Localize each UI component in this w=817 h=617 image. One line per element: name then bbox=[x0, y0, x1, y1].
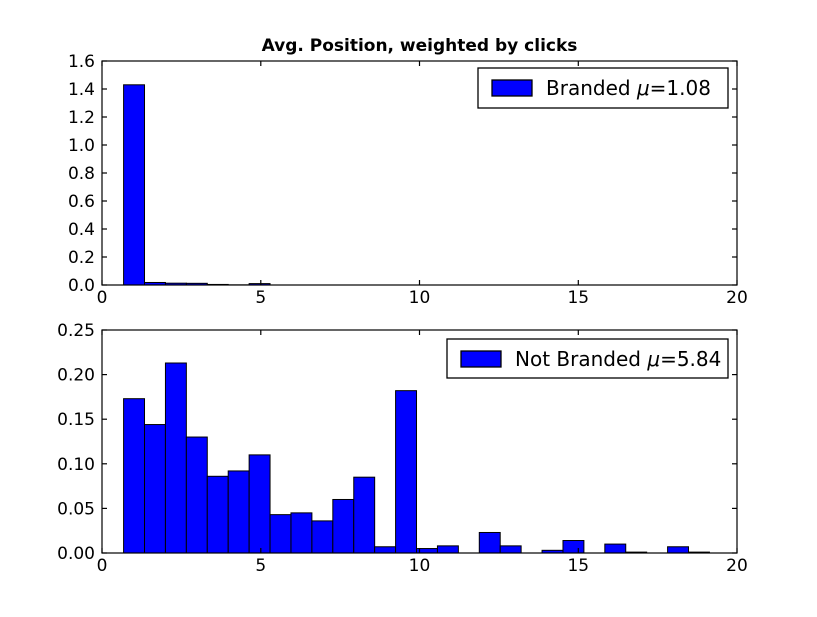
chart-title: Avg. Position, weighted by clicks bbox=[261, 36, 578, 56]
histogram-bar bbox=[290, 512, 313, 554]
y-tick-label: 1.2 bbox=[68, 108, 95, 128]
legend: Branded μ=1.08 bbox=[477, 67, 729, 109]
y-tick-label: 0.05 bbox=[57, 499, 95, 519]
y-tick-label: 0.25 bbox=[57, 321, 95, 341]
y-tick-label: 0.15 bbox=[57, 410, 95, 430]
x-tick-label: 10 bbox=[409, 288, 431, 308]
histogram-bar bbox=[206, 475, 229, 554]
histogram-bar bbox=[144, 424, 166, 554]
histogram-bar bbox=[395, 390, 418, 554]
y-tick-label: 1.0 bbox=[68, 136, 95, 156]
histogram-bar bbox=[436, 545, 459, 554]
x-tick-label: 5 bbox=[255, 556, 266, 576]
legend-swatch bbox=[491, 79, 533, 97]
histogram-bar bbox=[123, 84, 146, 286]
y-tick-label: 0.4 bbox=[68, 220, 95, 240]
x-tick-label: 10 bbox=[409, 556, 431, 576]
x-tick-label: 20 bbox=[726, 288, 748, 308]
histogram-bar bbox=[123, 398, 146, 554]
legend-label: Not Branded μ=5.84 bbox=[515, 347, 721, 371]
histogram-bar bbox=[604, 543, 627, 554]
y-tick-label: 1.4 bbox=[68, 80, 95, 100]
y-tick-label: 0.2 bbox=[68, 248, 95, 268]
histogram-bar bbox=[374, 546, 397, 554]
histogram-bar bbox=[185, 436, 208, 554]
histogram-bars bbox=[123, 362, 710, 554]
histogram-bar bbox=[667, 546, 690, 554]
x-tick-label: 0 bbox=[97, 556, 108, 576]
legend-label: Branded μ=1.08 bbox=[546, 76, 711, 100]
legend-swatch bbox=[460, 350, 502, 368]
histogram-bar bbox=[227, 470, 250, 554]
y-tick-label: 0.6 bbox=[68, 192, 95, 212]
y-tick-label: 0.20 bbox=[57, 366, 95, 386]
histogram-bar bbox=[311, 520, 334, 554]
y-tick-label: 1.6 bbox=[68, 52, 95, 72]
histogram-bar bbox=[353, 476, 376, 554]
not-branded-histogram: 0 5 10 15 20 0.00 0.05 0.10 0.15 0.20 0.25 Not Bran… bbox=[57, 321, 748, 576]
y-tick-label: 0.00 bbox=[57, 544, 95, 564]
x-tick-label: 5 bbox=[255, 288, 266, 308]
branded-histogram: 0 5 10 15 20 0.0 0.2 0.4 0.6 0.8 1.0 1.2 1.4 1.6 Brand… bbox=[68, 52, 748, 308]
histogram-bar bbox=[248, 454, 271, 554]
y-tick-label: 0.10 bbox=[57, 455, 95, 475]
x-tick-label: 15 bbox=[567, 556, 589, 576]
y-tick-label: 0.0 bbox=[68, 276, 95, 296]
histogram-bar bbox=[269, 514, 292, 554]
histogram-bars bbox=[123, 84, 271, 286]
x-tick-label: 15 bbox=[567, 288, 589, 308]
histogram-bar bbox=[562, 540, 585, 554]
histogram-bar bbox=[478, 531, 501, 554]
histogram-bar bbox=[332, 498, 355, 554]
x-tick-label: 0 bbox=[97, 288, 108, 308]
x-tick-label: 20 bbox=[726, 556, 748, 576]
legend: Not Branded μ=5.84 bbox=[446, 338, 729, 379]
histogram-bar bbox=[164, 362, 187, 554]
histogram-bar bbox=[499, 545, 522, 554]
legend-frame bbox=[477, 67, 729, 109]
y-tick-label: 0.8 bbox=[68, 164, 95, 184]
